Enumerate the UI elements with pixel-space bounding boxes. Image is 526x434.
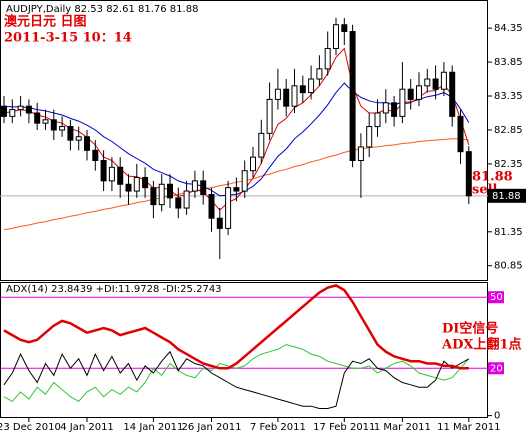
- series-line: [3, 284, 469, 370]
- candle-body: [250, 156, 256, 172]
- main-panel: [0, 0, 488, 281]
- x-tick-label: 14 Jan 2011: [123, 422, 183, 433]
- indicator-panel: [0, 282, 488, 418]
- candle-body: [208, 193, 215, 219]
- y-tick-label: 81.35: [494, 227, 523, 238]
- candle-body: [150, 187, 157, 206]
- candle-body: [84, 136, 90, 151]
- series-line: [3, 350, 470, 409]
- candle-body: [424, 78, 431, 87]
- candle-body: [75, 136, 82, 141]
- candle-body: [449, 71, 456, 117]
- candle-body: [357, 146, 364, 162]
- annotation: 澳元日元 日图: [4, 14, 87, 30]
- candle-body: [274, 88, 281, 100]
- candle-body: [341, 24, 348, 33]
- candle-body: [108, 166, 115, 182]
- candle-body: [191, 180, 198, 192]
- x-tick-label: 7 Feb 2011: [250, 422, 306, 433]
- candle-body: [366, 126, 373, 148]
- level-label: 20: [490, 363, 503, 374]
- candle-body: [374, 112, 381, 128]
- level-box: [488, 362, 504, 375]
- candle-body: [158, 183, 165, 206]
- candle-body: [216, 217, 223, 229]
- candle-body: [175, 197, 182, 209]
- candle-body: [440, 71, 447, 90]
- y-tick-label: 84.35: [494, 23, 523, 34]
- y-tick-label: 0: [494, 411, 500, 422]
- candle-body: [241, 170, 248, 192]
- candle-body: [183, 190, 190, 209]
- candle-body: [266, 98, 273, 134]
- x-tick-label: 17 Feb 2011: [313, 422, 375, 433]
- candle-body: [50, 119, 57, 131]
- candle-body: [67, 126, 74, 141]
- candle-body: [92, 149, 99, 162]
- x-tick-label: 1 Mar 2011: [374, 422, 431, 433]
- annotation: 81.88: [472, 170, 513, 185]
- candle-body: [349, 31, 356, 162]
- x-tick-label: 4 Jan 2011: [60, 422, 114, 433]
- candle-body: [308, 78, 315, 94]
- y-tick-label: 82.35: [494, 159, 523, 170]
- candle-body: [17, 105, 24, 111]
- candle-body: [416, 85, 422, 100]
- candle-body: [258, 132, 265, 158]
- y-tick-label: 83.35: [494, 91, 523, 102]
- candle-body: [133, 176, 140, 192]
- x-tick-label: 11 Mar 2011: [437, 422, 500, 433]
- candle-body: [382, 102, 389, 114]
- current-price-label: 81.88: [492, 191, 521, 202]
- candle-body: [324, 47, 331, 70]
- candle-body: [125, 183, 132, 192]
- candle-body: [142, 176, 149, 189]
- level-label: 50: [490, 292, 503, 303]
- candle-body: [399, 88, 406, 117]
- x-tick-label: 23 Dec 2010: [0, 422, 61, 433]
- series-line: [3, 344, 470, 403]
- candle-body: [167, 183, 173, 199]
- x-tick-label: 26 Jan 2011: [182, 422, 242, 433]
- chart-title: AUDJPY,Daily 82.53 82.61 81.76 81.88: [6, 4, 198, 15]
- candle-body: [1, 105, 7, 117]
- candle-body: [25, 105, 32, 114]
- indicator-title: ADX(14) 23.8439 +DI:11.9728 -DI:25.2743: [6, 284, 222, 295]
- y-tick-label: 82.85: [494, 125, 523, 136]
- candle-body: [333, 24, 339, 49]
- candle-body: [457, 115, 464, 153]
- annotation: DI空信号: [442, 321, 498, 337]
- candle-body: [200, 180, 207, 195]
- candle-body: [59, 126, 66, 131]
- candle-body: [117, 166, 124, 185]
- candle-body: [233, 187, 240, 192]
- candle-body: [9, 109, 16, 117]
- candle-body: [316, 68, 323, 80]
- candle-body: [34, 112, 41, 124]
- candle-body: [42, 119, 49, 124]
- candle-body: [225, 187, 232, 229]
- candle-body: [283, 88, 290, 107]
- candle-body: [299, 85, 306, 94]
- candle-body: [100, 160, 107, 182]
- y-tick-label: 83.85: [494, 57, 523, 68]
- candle-body: [407, 88, 414, 100]
- annotation: 2011-3-15 10：14: [4, 31, 132, 46]
- level-box: [488, 291, 504, 304]
- candle-body: [391, 102, 398, 117]
- candle-body: [432, 78, 439, 90]
- current-price-box: [488, 188, 526, 203]
- y-tick-label: 80.85: [494, 261, 523, 272]
- candle-body: [291, 85, 298, 107]
- annotation: ADX上翻1点: [441, 337, 522, 353]
- candle-body: [465, 151, 472, 197]
